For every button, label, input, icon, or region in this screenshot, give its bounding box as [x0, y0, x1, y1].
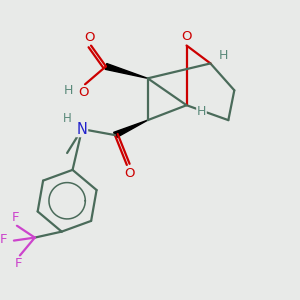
Text: H: H: [64, 84, 73, 98]
Text: H: H: [197, 105, 206, 118]
Text: F: F: [15, 257, 22, 270]
Text: F: F: [12, 211, 19, 224]
Polygon shape: [105, 64, 148, 78]
Text: O: O: [124, 167, 135, 180]
Polygon shape: [114, 120, 148, 138]
Text: O: O: [181, 30, 192, 43]
Text: F: F: [0, 232, 7, 246]
Text: N: N: [76, 122, 88, 136]
Text: H: H: [219, 50, 229, 62]
Text: O: O: [84, 31, 95, 44]
Text: O: O: [78, 86, 89, 99]
Text: H: H: [63, 112, 71, 125]
